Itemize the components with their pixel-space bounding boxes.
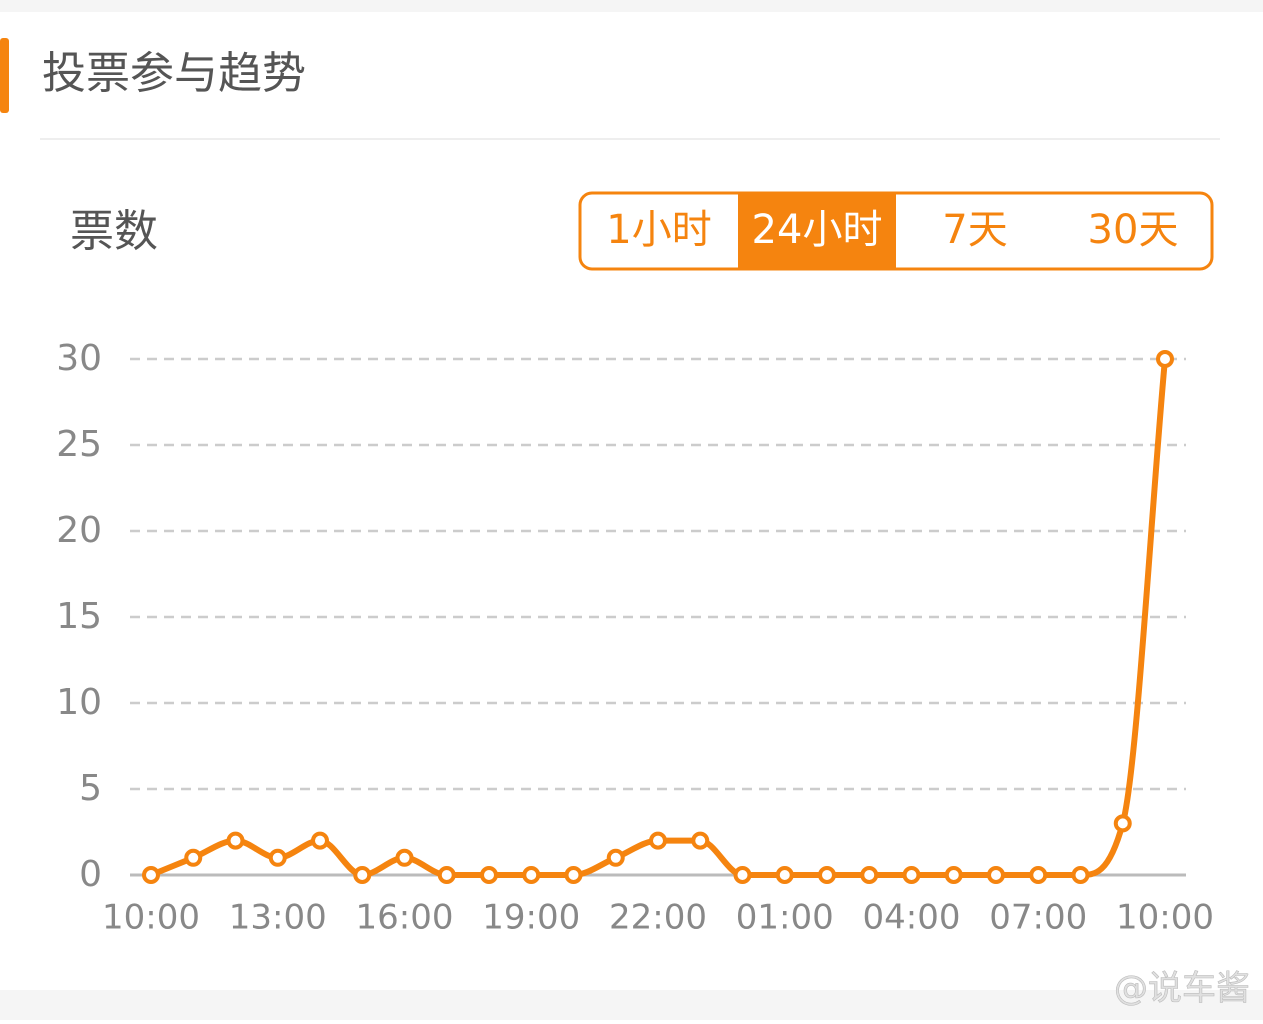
y-axis-label: 票数 <box>70 206 158 257</box>
x-tick-label: 22:00 <box>609 898 707 938</box>
x-tick-label: 10:00 <box>1116 898 1214 938</box>
point <box>268 848 287 867</box>
top-bar <box>0 0 1263 12</box>
title-accent <box>0 38 9 113</box>
point <box>564 866 583 884</box>
point <box>1113 814 1132 833</box>
y-tick-label: 25 <box>56 424 102 465</box>
point <box>649 831 667 850</box>
bottom-bar <box>0 990 1263 1020</box>
point <box>1156 350 1174 368</box>
point <box>606 848 625 867</box>
point <box>691 831 710 850</box>
range-option[interactable]: 1小时 <box>606 207 711 253</box>
x-tick-label: 13:00 <box>229 898 327 938</box>
selected-option-bg <box>738 194 896 268</box>
point <box>775 866 794 884</box>
x-tick-label: 01:00 <box>736 898 834 938</box>
range-option[interactable]: 7天 <box>942 207 1007 253</box>
point <box>860 866 879 884</box>
point <box>395 848 414 867</box>
point <box>226 831 245 850</box>
range-option[interactable]: 30天 <box>1088 207 1179 253</box>
point <box>818 866 836 884</box>
x-tick-label: 10:00 <box>102 898 200 938</box>
point <box>353 866 372 884</box>
point <box>480 866 498 884</box>
chart: 0 5 10 15 20 25 30 10:00 13:00 16:00 19:00 22:00 01:… <box>56 338 1214 938</box>
point <box>311 831 329 850</box>
point <box>902 866 921 884</box>
y-tick-label: 20 <box>56 510 102 551</box>
y-tick-label: 5 <box>79 768 102 809</box>
point <box>944 866 963 884</box>
range-selector: 1小时 24小时 7天 30天 <box>578 191 1214 271</box>
point <box>1029 866 1048 884</box>
point <box>1071 866 1090 884</box>
y-tick-label: 15 <box>56 596 102 637</box>
point <box>437 866 456 884</box>
range-option[interactable]: 24小时 <box>752 207 883 253</box>
x-tick-label: 07:00 <box>989 898 1087 938</box>
x-tick-label: 04:00 <box>863 898 961 938</box>
watermark: @说车酱 <box>1114 969 1250 1009</box>
point <box>142 866 160 884</box>
y-tick-label: 0 <box>79 854 102 895</box>
point <box>987 866 1005 884</box>
x-tick-label: 19:00 <box>482 898 580 938</box>
point <box>733 866 752 884</box>
x-tick-label: 16:00 <box>356 898 454 938</box>
point <box>184 848 203 867</box>
y-tick-label: 10 <box>56 682 102 723</box>
y-tick-label: 30 <box>56 338 102 379</box>
section-title: 投票参与趋势 <box>42 48 306 99</box>
point <box>522 866 541 884</box>
